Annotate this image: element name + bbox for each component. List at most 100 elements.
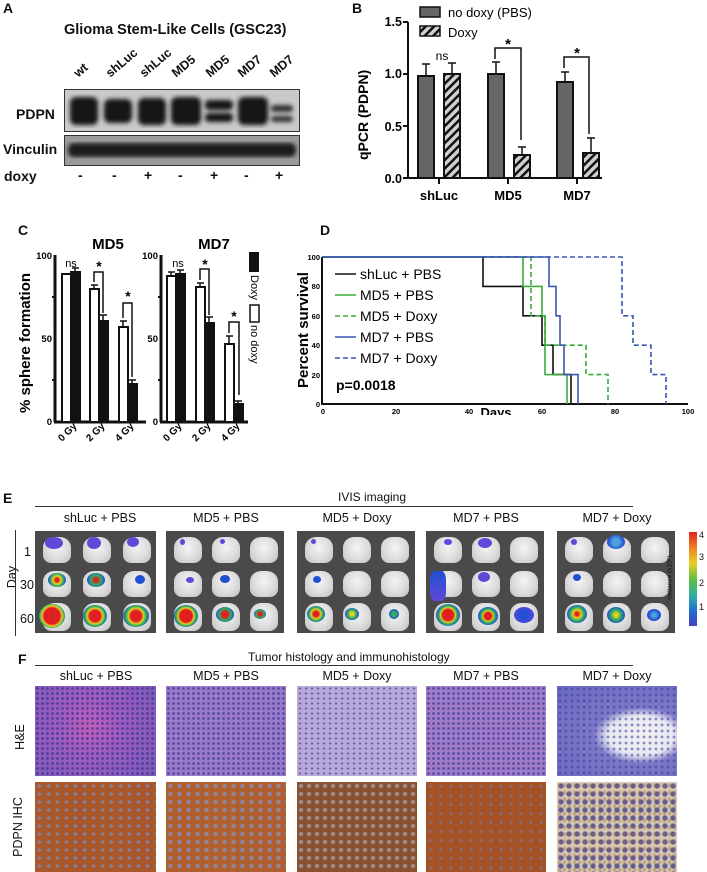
doxy-indicators: - - + - + - + — [64, 167, 300, 185]
histology-group-label: MD5 + Doxy — [322, 669, 392, 683]
doxy-indicator: + — [275, 167, 284, 183]
ivis-group-label: MD7 + Doxy — [582, 511, 652, 525]
x-category: 0 Gy — [161, 421, 184, 444]
legend-md5-pbs: MD5 + PBS — [360, 287, 434, 303]
ihc-image-md5-pbs — [166, 782, 286, 872]
x-category: 0 Gy — [56, 421, 79, 444]
radiance-colorbar — [689, 532, 697, 626]
significance-star: * — [202, 256, 208, 272]
y-tick: 50 — [147, 334, 158, 345]
doxy-indicator: - — [78, 167, 83, 183]
ivis-title: IVIS imaging — [338, 490, 407, 504]
panel-a-label: A — [3, 0, 14, 16]
doxy-indicator: + — [144, 167, 153, 183]
he-image-md7-doxy — [557, 686, 677, 776]
ihc-image-md5-doxy — [297, 782, 417, 872]
doxy-indicator: + — [210, 167, 219, 183]
lane-label: MD7 — [267, 52, 297, 80]
colorbar-tick: 3 — [699, 552, 705, 562]
y-tick: 80 — [312, 282, 320, 291]
significance-star: * — [125, 288, 131, 304]
y-axis-label: Percent survival — [295, 272, 312, 388]
legend-no-doxy: no doxy — [248, 325, 260, 364]
x-category: shLuc — [420, 188, 458, 203]
lane-label: shLuc — [103, 45, 141, 80]
y-tick: 0.5 — [385, 120, 402, 134]
legend-doxy: Doxy — [248, 275, 260, 301]
he-image-shluc-pbs — [35, 686, 156, 776]
x-category: 4 Gy — [219, 421, 242, 444]
he-row-label: H&E — [12, 724, 27, 750]
x-axis-label: Days — [480, 405, 511, 415]
pdpn-row-label: PDPN — [16, 106, 55, 122]
legend-doxy-swatch — [249, 252, 259, 272]
doxy-indicator: - — [112, 167, 117, 183]
ihc-image-shluc-pbs — [35, 782, 156, 872]
survival-curve-chart: Percent survival 0 20 40 60 80 100 0 20 … — [295, 253, 695, 415]
significance-ns: ns — [65, 258, 77, 270]
panel-b-label: B — [352, 0, 363, 16]
y-tick: 100 — [307, 253, 320, 262]
x-category: MD7 — [563, 188, 590, 203]
significance-ns: ns — [172, 258, 184, 270]
western-blot-image — [64, 89, 300, 166]
significance-star: * — [96, 258, 102, 274]
ivis-group-label: MD7 + PBS — [453, 511, 519, 525]
histology-title: Tumor histology and immunohistology — [248, 650, 450, 664]
ihc-image-md7-doxy — [557, 782, 677, 872]
subchart-title-md7: MD7 — [198, 236, 230, 253]
he-image-md7-pbs — [426, 686, 546, 776]
x-tick: 0 — [321, 407, 325, 415]
ihc-row-label: PDPN IHC — [10, 797, 25, 857]
significance-star: * — [505, 36, 511, 53]
significance-star: * — [231, 308, 237, 324]
ivis-image-md7-pbs — [426, 531, 544, 633]
ivis-group-label: shLuc + PBS — [63, 511, 137, 525]
lane-labels: wt shLuc shLuc MD5 MD5 MD7 MD7 — [64, 45, 304, 90]
he-image-md5-pbs — [166, 686, 286, 776]
y-tick: 20 — [312, 371, 320, 380]
y-tick: 0 — [316, 400, 320, 409]
y-axis-label: % sphere formation — [17, 273, 34, 413]
y-tick: 100 — [36, 251, 52, 262]
he-image-md5-doxy — [297, 686, 417, 776]
y-tick: 50 — [41, 334, 52, 345]
ivis-group-label: MD5 + PBS — [193, 511, 259, 525]
panel-f-label: F — [18, 651, 27, 667]
vinculin-row-label: Vinculin — [3, 141, 58, 157]
day-axis-rule — [15, 530, 16, 636]
lane-label: MD7 — [235, 52, 265, 80]
panel-d-label: D — [320, 222, 331, 238]
x-tick: 60 — [538, 407, 546, 415]
colorbar-label: radiance (x10⁶) — [666, 555, 674, 600]
panel-e-label: E — [3, 490, 13, 506]
day-label: 1 — [24, 545, 31, 559]
histology-group-label: MD5 + PBS — [193, 669, 259, 683]
y-tick: 100 — [142, 251, 158, 262]
legend-md7-doxy: MD7 + Doxy — [360, 350, 437, 366]
subchart-title-md5: MD5 — [92, 236, 124, 253]
x-category: 2 Gy — [84, 421, 107, 444]
ivis-image-md5-pbs — [166, 531, 284, 633]
y-axis-label: qPCR (PDPN) — [355, 70, 371, 160]
day-axis-label: Day — [5, 565, 20, 589]
x-tick: 40 — [465, 407, 473, 415]
histology-title-rule — [35, 665, 633, 666]
ivis-image-md5-doxy — [297, 531, 415, 633]
lane-label: MD5 — [203, 52, 233, 80]
ivis-image-shluc-pbs — [35, 531, 156, 633]
colorbar-tick: 1 — [699, 602, 705, 612]
lane-label: shLuc — [137, 45, 175, 80]
ivis-title-rule — [35, 506, 633, 507]
colorbar-tick: 2 — [699, 578, 705, 588]
x-category: 4 Gy — [113, 421, 136, 444]
legend-shluc-pbs: shLuc + PBS — [360, 266, 441, 282]
x-tick: 100 — [682, 407, 695, 415]
ivis-group-label: MD5 + Doxy — [322, 511, 392, 525]
y-tick: 1.5 — [385, 15, 402, 29]
x-tick: 80 — [611, 407, 619, 415]
legend-doxy: Doxy — [448, 25, 478, 40]
doxy-indicator: - — [178, 167, 183, 183]
qpcr-bar-chart: no doxy (PBS) Doxy qPCR (PDPN) 0.0 0.5 1… — [355, 5, 602, 203]
day-label: 60 — [20, 612, 34, 626]
